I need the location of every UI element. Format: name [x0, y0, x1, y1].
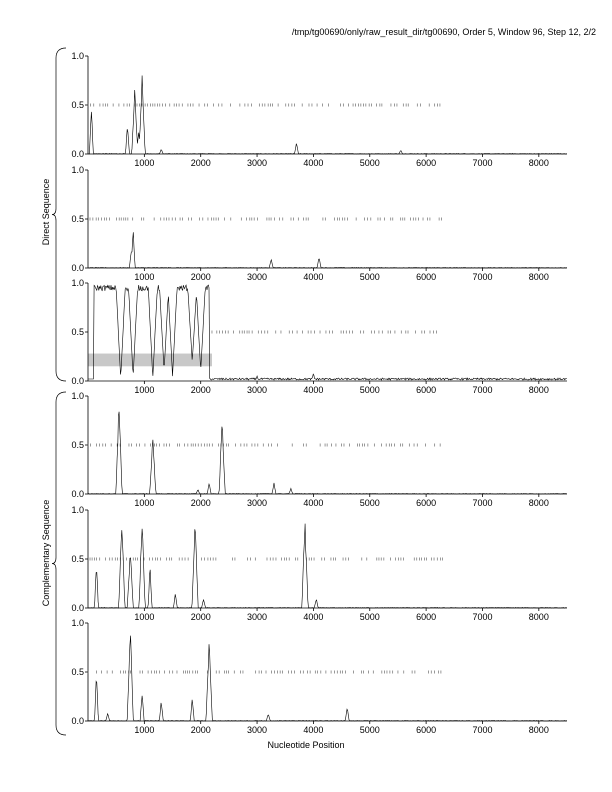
y-tick-label: 0.0 — [71, 716, 84, 726]
panel-3: 0.0 0.5 1.0 1000 2000 3000 4000 5000 6000 7000 800… — [71, 278, 567, 395]
x-tick-label: 5000 — [360, 612, 380, 622]
x-tick-label: 2000 — [191, 385, 211, 395]
x-tick-label: 6000 — [416, 158, 436, 168]
x-tick-label: 6000 — [416, 612, 436, 622]
y-tick-label: 0.5 — [71, 100, 84, 110]
series-line — [87, 635, 567, 722]
panel-1: 0.0 0.5 1.0 1000 2000 3000 4000 5000 6000 7000 800… — [71, 51, 567, 168]
x-tick-label: 7000 — [472, 612, 492, 622]
x-tick-label: 2000 — [191, 272, 211, 282]
x-tick-label: 2000 — [191, 158, 211, 168]
x-tick-label: 5000 — [360, 158, 380, 168]
series-line — [88, 284, 567, 381]
x-tick-label: 7000 — [472, 385, 492, 395]
x-tick-label: 5000 — [360, 385, 380, 395]
x-tick-label: 6000 — [416, 385, 436, 395]
x-tick-label: 5000 — [360, 272, 380, 282]
x-axis-label: Nucleotide Position — [267, 740, 345, 750]
y-tick-label: 1.0 — [71, 278, 84, 288]
x-tick-label: 8000 — [529, 725, 549, 735]
y-tick-label: 0.5 — [71, 327, 84, 337]
x-tick-label: 6000 — [416, 498, 436, 508]
series-line — [87, 523, 567, 609]
y-tick-label: 1.0 — [71, 165, 84, 175]
x-tick-label: 8000 — [529, 272, 549, 282]
x-tick-label: 3000 — [247, 272, 267, 282]
x-tick-label: 3000 — [247, 498, 267, 508]
figure-title: /tmp/tg00690/only/raw_result_dir/tg00690… — [291, 27, 596, 37]
y-tick-label: 0.5 — [71, 440, 84, 450]
x-tick-label: 3000 — [247, 612, 267, 622]
x-tick-label: 3000 — [247, 385, 267, 395]
x-tick-label: 4000 — [303, 725, 323, 735]
x-tick-label: 5000 — [360, 498, 380, 508]
x-tick-label: 7000 — [472, 272, 492, 282]
y-tick-label: 0.0 — [71, 376, 84, 386]
x-tick-label: 1000 — [134, 385, 154, 395]
group-brackets — [51, 47, 67, 736]
x-tick-label: 1000 — [134, 498, 154, 508]
panel-6: 0.0 0.5 1.0 1000 2000 3000 4000 5000 6000 7000 800… — [71, 618, 567, 735]
y-tick-label: 0.5 — [71, 214, 84, 224]
x-tick-label: 3000 — [247, 158, 267, 168]
x-tick-label: 4000 — [303, 385, 323, 395]
y-tick-label: 0.0 — [71, 149, 84, 159]
y-tick-label: 0.5 — [71, 554, 84, 564]
x-tick-label: 4000 — [303, 498, 323, 508]
x-tick-label: 8000 — [529, 612, 549, 622]
series-line — [87, 232, 567, 269]
y-tick-label: 1.0 — [71, 505, 84, 515]
x-tick-label: 2000 — [191, 725, 211, 735]
y-tick-label: 0.0 — [71, 489, 84, 499]
x-tick-label: 1000 — [134, 725, 154, 735]
x-tick-label: 7000 — [472, 725, 492, 735]
x-tick-label: 8000 — [529, 385, 549, 395]
y-tick-label: 0.0 — [71, 603, 84, 613]
x-tick-label: 7000 — [472, 158, 492, 168]
x-tick-label: 3000 — [247, 725, 267, 735]
x-tick-label: 1000 — [134, 612, 154, 622]
x-tick-label: 7000 — [472, 498, 492, 508]
x-tick-label: 5000 — [360, 725, 380, 735]
x-tick-label: 4000 — [303, 272, 323, 282]
highlight-band — [88, 353, 212, 367]
group-bracket — [51, 47, 67, 382]
y-tick-label: 1.0 — [71, 51, 84, 61]
y-tick-label: 0.5 — [71, 667, 84, 677]
x-tick-label: 1000 — [134, 158, 154, 168]
group-bracket — [51, 391, 67, 736]
x-tick-label: 4000 — [303, 158, 323, 168]
x-tick-label: 6000 — [416, 725, 436, 735]
x-tick-label: 4000 — [303, 612, 323, 622]
y-tick-label: 1.0 — [71, 618, 84, 628]
x-tick-label: 8000 — [529, 158, 549, 168]
series-line — [87, 411, 567, 495]
panel-2: 0.0 0.5 1.0 1000 2000 3000 4000 5000 6000 7000 800… — [71, 165, 567, 282]
panel-5: 0.0 0.5 1.0 1000 2000 3000 4000 5000 6000 7000 800… — [71, 505, 567, 622]
panel-4: 0.0 0.5 1.0 1000 2000 3000 4000 5000 6000 7000 800… — [71, 391, 567, 508]
x-tick-label: 1000 — [134, 272, 154, 282]
x-tick-label: 8000 — [529, 498, 549, 508]
series-line — [87, 75, 567, 155]
x-tick-label: 6000 — [416, 272, 436, 282]
x-tick-label: 2000 — [191, 612, 211, 622]
x-tick-label: 2000 — [191, 498, 211, 508]
y-tick-label: 0.0 — [71, 263, 84, 273]
y-tick-label: 1.0 — [71, 391, 84, 401]
